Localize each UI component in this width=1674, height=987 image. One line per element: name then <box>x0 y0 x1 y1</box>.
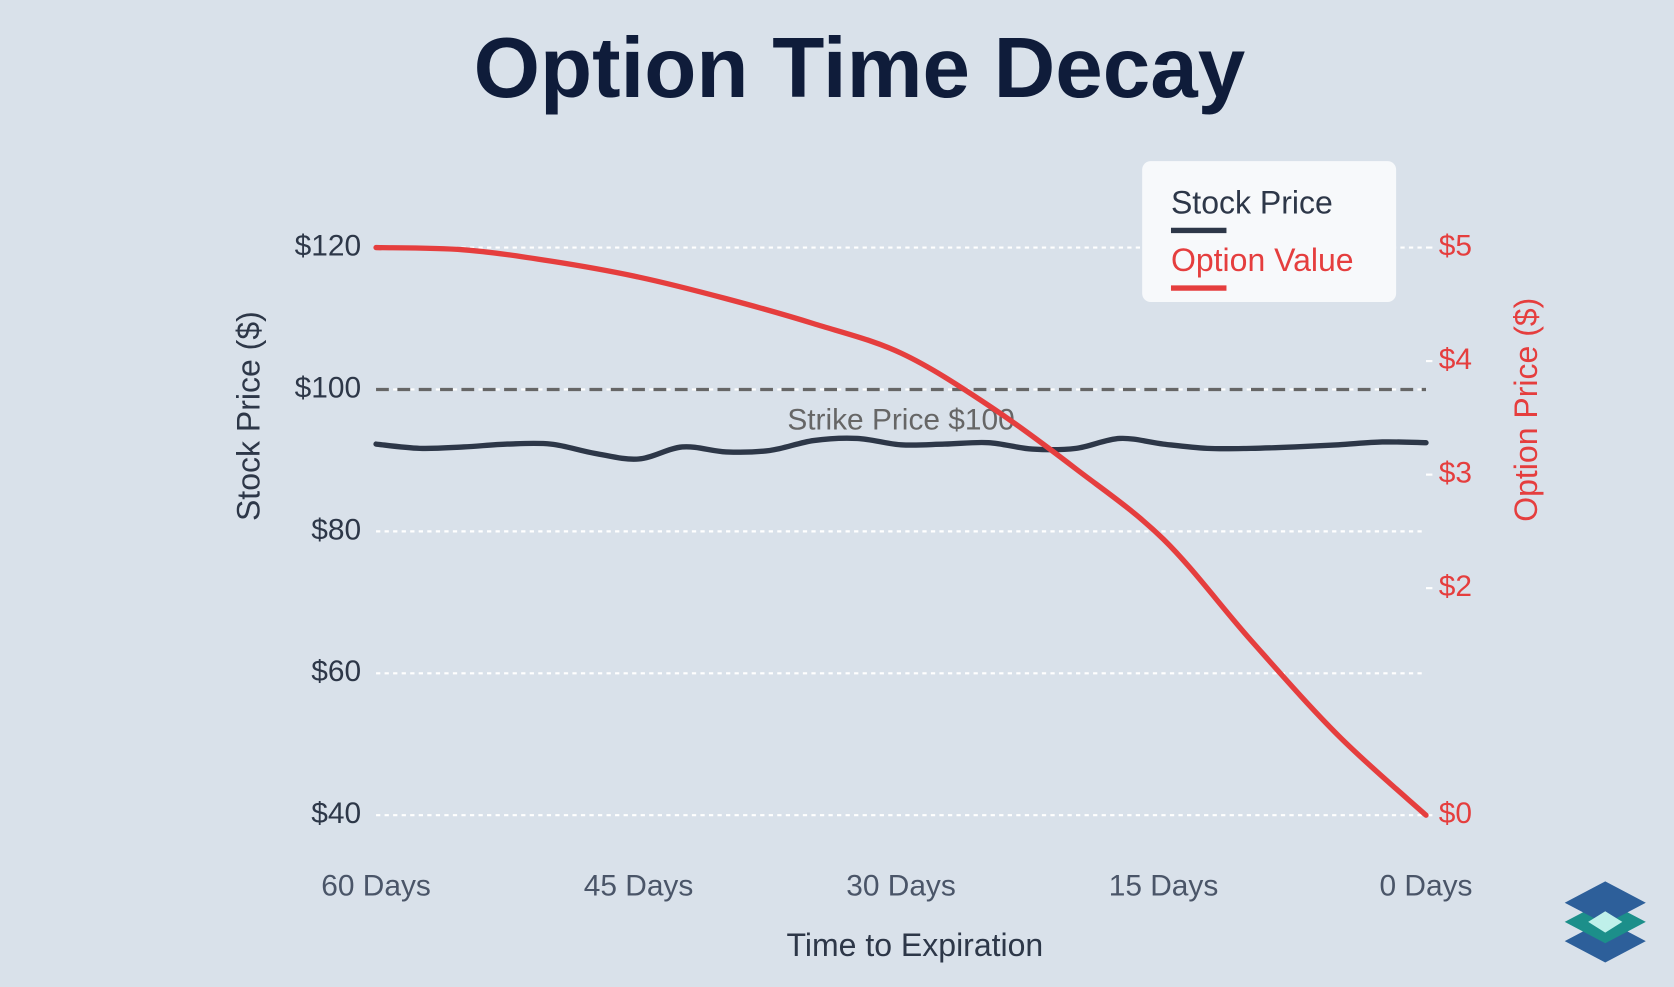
y-tick-label: $40 <box>311 797 361 830</box>
logo-layer <box>1564 881 1646 925</box>
legend-label: Stock Price <box>1171 184 1333 220</box>
x-tick-label: 45 Days <box>584 870 694 903</box>
legend-box <box>1142 161 1397 302</box>
plot <box>373 244 1429 818</box>
y2-tick-label: $3 <box>1439 457 1472 490</box>
y2-tick-label: $4 <box>1439 343 1472 376</box>
strike-label: Strike Price $100 <box>787 403 1014 436</box>
legend-label: Option Value <box>1171 242 1354 278</box>
logo-layer <box>1588 911 1623 933</box>
y2-tick-label: $5 <box>1439 229 1472 262</box>
y-tick-label: $60 <box>311 655 361 688</box>
series-line <box>373 435 1429 462</box>
y-axis-title: Stock Price ($) <box>231 311 267 521</box>
grid: $40 $60 $80 $100 $120 $0 $2 $3 $4 $5 60 Days 45 Day… <box>295 229 1473 902</box>
x-tick-label: 60 Days <box>321 870 431 903</box>
logo <box>1564 881 1646 963</box>
y2-tick-label: $0 <box>1439 797 1472 830</box>
x-tick-label: 30 Days <box>846 870 956 903</box>
chart-title: Option Time Decay <box>474 21 1246 116</box>
series-line <box>373 244 1429 818</box>
y-tick-label: $100 <box>295 371 361 404</box>
y-tick-label: $120 <box>295 229 361 262</box>
y2-tick-label: $2 <box>1439 570 1472 603</box>
x-tick-label: 15 Days <box>1109 870 1219 903</box>
x-axis-title: Time to Expiration <box>787 927 1044 963</box>
y-tick-label: $80 <box>311 513 361 546</box>
y2-axis-title: Option Price ($) <box>1508 298 1544 522</box>
legend: Stock Price Option Value <box>1142 161 1397 302</box>
x-tick-label: 0 Days <box>1380 870 1473 903</box>
